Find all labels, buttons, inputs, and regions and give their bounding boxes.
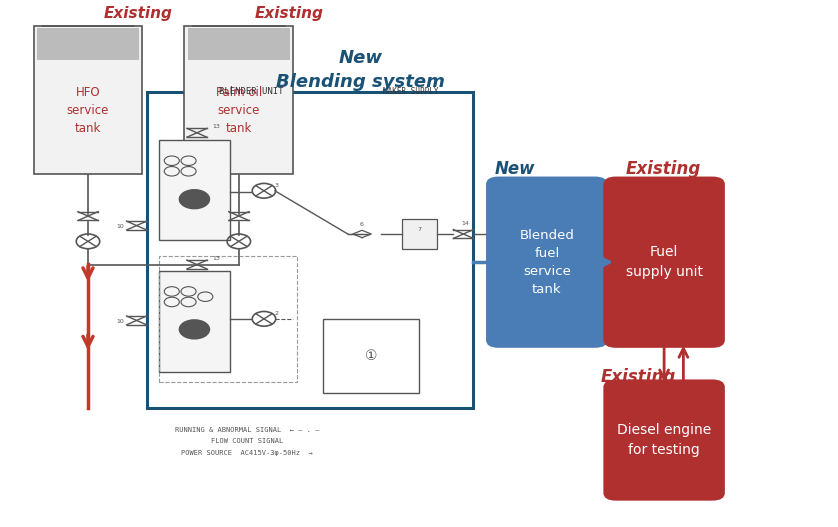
Text: MAKER SUPPLY: MAKER SUPPLY — [383, 87, 438, 96]
Circle shape — [179, 190, 210, 209]
Text: 10: 10 — [116, 319, 124, 324]
Text: 14: 14 — [461, 221, 469, 226]
FancyBboxPatch shape — [184, 26, 293, 174]
Text: POWER SOURCE  AC415V-3φ-50Hz  →: POWER SOURCE AC415V-3φ-50Hz → — [181, 450, 313, 456]
Text: HFO
service
tank: HFO service tank — [67, 86, 109, 135]
Text: Existing: Existing — [626, 160, 701, 178]
Circle shape — [179, 320, 210, 339]
Text: RUNNING & ABNORMAL SIGNAL  ← — . —: RUNNING & ABNORMAL SIGNAL ← — . — — [175, 426, 319, 433]
Text: Blending system: Blending system — [276, 73, 445, 91]
Text: Palm oil
service
tank: Palm oil service tank — [215, 86, 262, 135]
FancyBboxPatch shape — [603, 379, 725, 501]
Text: New: New — [339, 49, 382, 67]
Text: Existing: Existing — [104, 6, 173, 21]
Text: 3: 3 — [274, 183, 278, 188]
Text: 10: 10 — [116, 224, 124, 229]
Bar — [323, 319, 419, 393]
Bar — [159, 271, 230, 372]
Bar — [159, 140, 230, 240]
Bar — [159, 256, 297, 382]
Text: FLOW COUNT SIGNAL: FLOW COUNT SIGNAL — [211, 438, 283, 444]
Text: 2: 2 — [274, 311, 278, 316]
Bar — [188, 28, 290, 61]
FancyBboxPatch shape — [34, 26, 142, 174]
Text: BLENDER UNIT: BLENDER UNIT — [220, 87, 283, 96]
Text: 6: 6 — [360, 222, 364, 227]
Text: Diesel engine
for testing: Diesel engine for testing — [617, 423, 711, 457]
Text: 7: 7 — [418, 227, 422, 231]
Bar — [37, 28, 139, 61]
Text: 4: 4 — [192, 325, 197, 334]
Text: Fuel
supply unit: Fuel supply unit — [626, 246, 702, 279]
Text: 5: 5 — [192, 194, 197, 204]
FancyBboxPatch shape — [603, 177, 725, 348]
Bar — [147, 92, 473, 408]
Text: 13: 13 — [212, 256, 220, 261]
Text: 13: 13 — [212, 124, 220, 129]
Text: ①: ① — [365, 349, 377, 363]
Text: New: New — [495, 160, 535, 178]
Text: Existing: Existing — [601, 368, 676, 386]
Bar — [402, 219, 437, 249]
Text: Existing: Existing — [255, 6, 323, 21]
FancyBboxPatch shape — [486, 177, 608, 348]
Text: Blended
fuel
service
tank: Blended fuel service tank — [520, 229, 574, 296]
